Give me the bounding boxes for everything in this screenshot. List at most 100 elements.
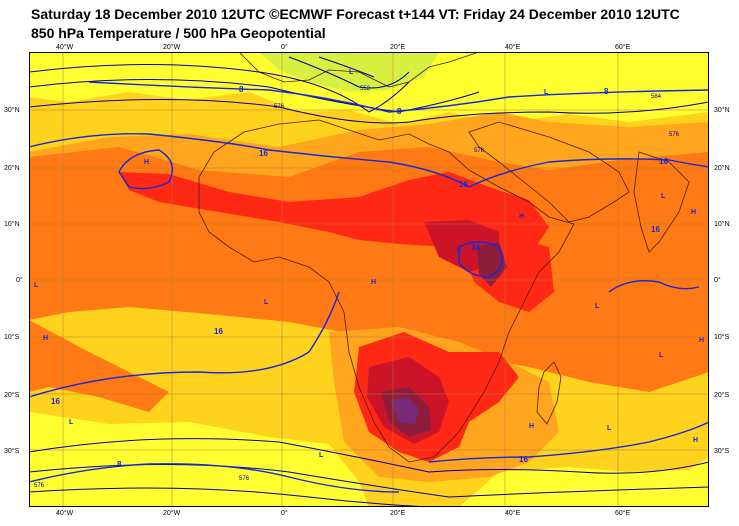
isotherm-8-north <box>88 81 709 113</box>
isotherm-label: 8 <box>397 107 402 116</box>
low-marker: L <box>659 352 664 359</box>
low-marker: L <box>661 193 666 200</box>
high-marker: H <box>693 437 698 444</box>
geopotential-contour-4 <box>288 56 410 89</box>
lon-label-top-60e: 60°E <box>615 44 631 51</box>
high-marker: H <box>529 423 534 430</box>
low-marker: L <box>349 69 354 76</box>
high-marker: H <box>691 209 696 216</box>
coastline-india <box>633 151 690 253</box>
lat-label-left-20n: 20°N <box>4 165 20 172</box>
geopotential-label: 584 <box>651 94 662 100</box>
geopotential-contour-1 <box>29 64 410 113</box>
isotherm-16-west <box>118 149 173 190</box>
coastline-arabia <box>468 121 630 223</box>
pressure-centres: L L L L L L L L L L L L H H H H H H H H <box>34 69 704 459</box>
field-green-yellow-north <box>259 52 439 92</box>
low-marker: L <box>319 452 324 459</box>
field-orange-southwest <box>29 320 169 412</box>
high-marker: H <box>519 213 524 220</box>
field-yellow-southeast <box>459 457 709 507</box>
lat-label-right-10n: 10°N <box>714 221 730 228</box>
lat-label-right-20n: 20°N <box>714 165 730 172</box>
high-marker: H <box>144 159 149 166</box>
lat-label-left-30s: 30°S <box>4 448 20 455</box>
isotherm-label: 16 <box>659 157 668 166</box>
isotherm-label: 16 <box>459 180 468 189</box>
isotherm-label: 8 <box>117 460 122 469</box>
lon-label-bottom-60e: 60°E <box>615 510 631 517</box>
isotherm-label: 16 <box>519 455 528 464</box>
low-marker: L <box>607 425 612 432</box>
temperature-fields <box>29 52 709 507</box>
isotherm-8-south <box>29 463 400 493</box>
low-marker: L <box>34 282 39 289</box>
geopotential-label: 552 <box>360 86 371 92</box>
geopotential-contour-6 <box>29 438 709 474</box>
lon-label-top-40e: 40°E <box>505 44 521 51</box>
lat-label-right-20s: 20°S <box>714 392 730 399</box>
lat-label-left-0: 0° <box>16 277 23 284</box>
lat-label-left-10n: 10°N <box>4 221 20 228</box>
coastlines <box>198 52 690 463</box>
low-marker: L <box>457 247 462 254</box>
low-marker: L <box>544 89 549 96</box>
isotherm-label: 24 <box>471 243 480 252</box>
graticule <box>29 52 709 507</box>
field-yellow-south <box>29 412 369 507</box>
low-marker: L <box>69 419 74 426</box>
geopotential-label: 576 <box>34 483 45 489</box>
lon-label-bottom-20w: 20°W <box>163 510 181 517</box>
isotherm-16-east <box>608 280 700 293</box>
high-marker: H <box>699 337 704 344</box>
geopotential-label: 576 <box>239 476 250 482</box>
lat-label-left-10s: 10°S <box>4 334 20 341</box>
lon-label-bottom-40w: 40°W <box>56 510 74 517</box>
geopotential-labels: 552 576 576 584 576 576 576 <box>34 86 680 489</box>
low-marker: L <box>595 303 600 310</box>
isotherm-label: 16 <box>214 327 223 336</box>
isotherm-labels: 8 8 8 8 16 16 16 16 16 16 16 24 <box>51 85 668 469</box>
field-maroon-kenya <box>477 242 507 287</box>
geopotential-label: 576 <box>669 132 680 138</box>
isotherm-label: 8 <box>604 87 609 96</box>
isotherm-16-south <box>29 291 340 398</box>
lat-label-right-0: 0° <box>714 277 721 284</box>
lon-label-bottom-20e: 20°E <box>390 510 406 517</box>
coastline-madagascar <box>536 361 562 425</box>
isotherm-contours <box>29 81 709 493</box>
low-marker: L <box>264 299 269 306</box>
map-title-line-1: Saturday 18 December 2010 12UTC ©ECMWF F… <box>31 6 680 22</box>
isotherm-24 <box>458 241 503 278</box>
isotherm-label: 8 <box>239 85 244 94</box>
high-marker: H <box>371 279 376 286</box>
lat-label-right-30s: 30°S <box>714 448 730 455</box>
isotherm-label: 16 <box>51 397 60 406</box>
isotherm-16-north <box>29 133 709 188</box>
field-purple-core <box>391 397 419 424</box>
high-marker: H <box>43 335 48 342</box>
lat-label-left-20s: 20°S <box>4 392 20 399</box>
lat-label-left-30n: 30°N <box>4 107 20 114</box>
lon-label-top-20w: 20°W <box>163 44 181 51</box>
coastline-europe <box>238 52 480 88</box>
geopotential-contour-3 <box>29 99 709 124</box>
lat-label-right-30n: 30°N <box>714 107 730 114</box>
lon-label-top-40w: 40°W <box>56 44 74 51</box>
lon-label-top-0: 0° <box>281 44 288 51</box>
lon-label-bottom-0: 0° <box>281 510 288 517</box>
geopotential-label: 576 <box>474 148 485 154</box>
map-title-line-2: 850 hPa Temperature / 500 hPa Geopotenti… <box>31 25 326 41</box>
isotherm-label: 16 <box>259 149 268 158</box>
isotherm-16-southeast <box>428 421 709 463</box>
map-frame <box>29 52 709 507</box>
geopotential-label: 576 <box>274 104 285 110</box>
lon-label-top-20e: 20°E <box>390 44 406 51</box>
geopotential-contour-5 <box>318 56 375 78</box>
forecast-map: 8 8 8 8 16 16 16 16 16 16 16 24 552 576 … <box>29 52 709 507</box>
geopotential-contour-8 <box>29 487 430 507</box>
coastline-africa <box>198 119 575 463</box>
lon-label-bottom-40e: 40°E <box>505 510 521 517</box>
lat-label-right-10s: 10°S <box>714 334 730 341</box>
isotherm-label: 16 <box>651 225 660 234</box>
